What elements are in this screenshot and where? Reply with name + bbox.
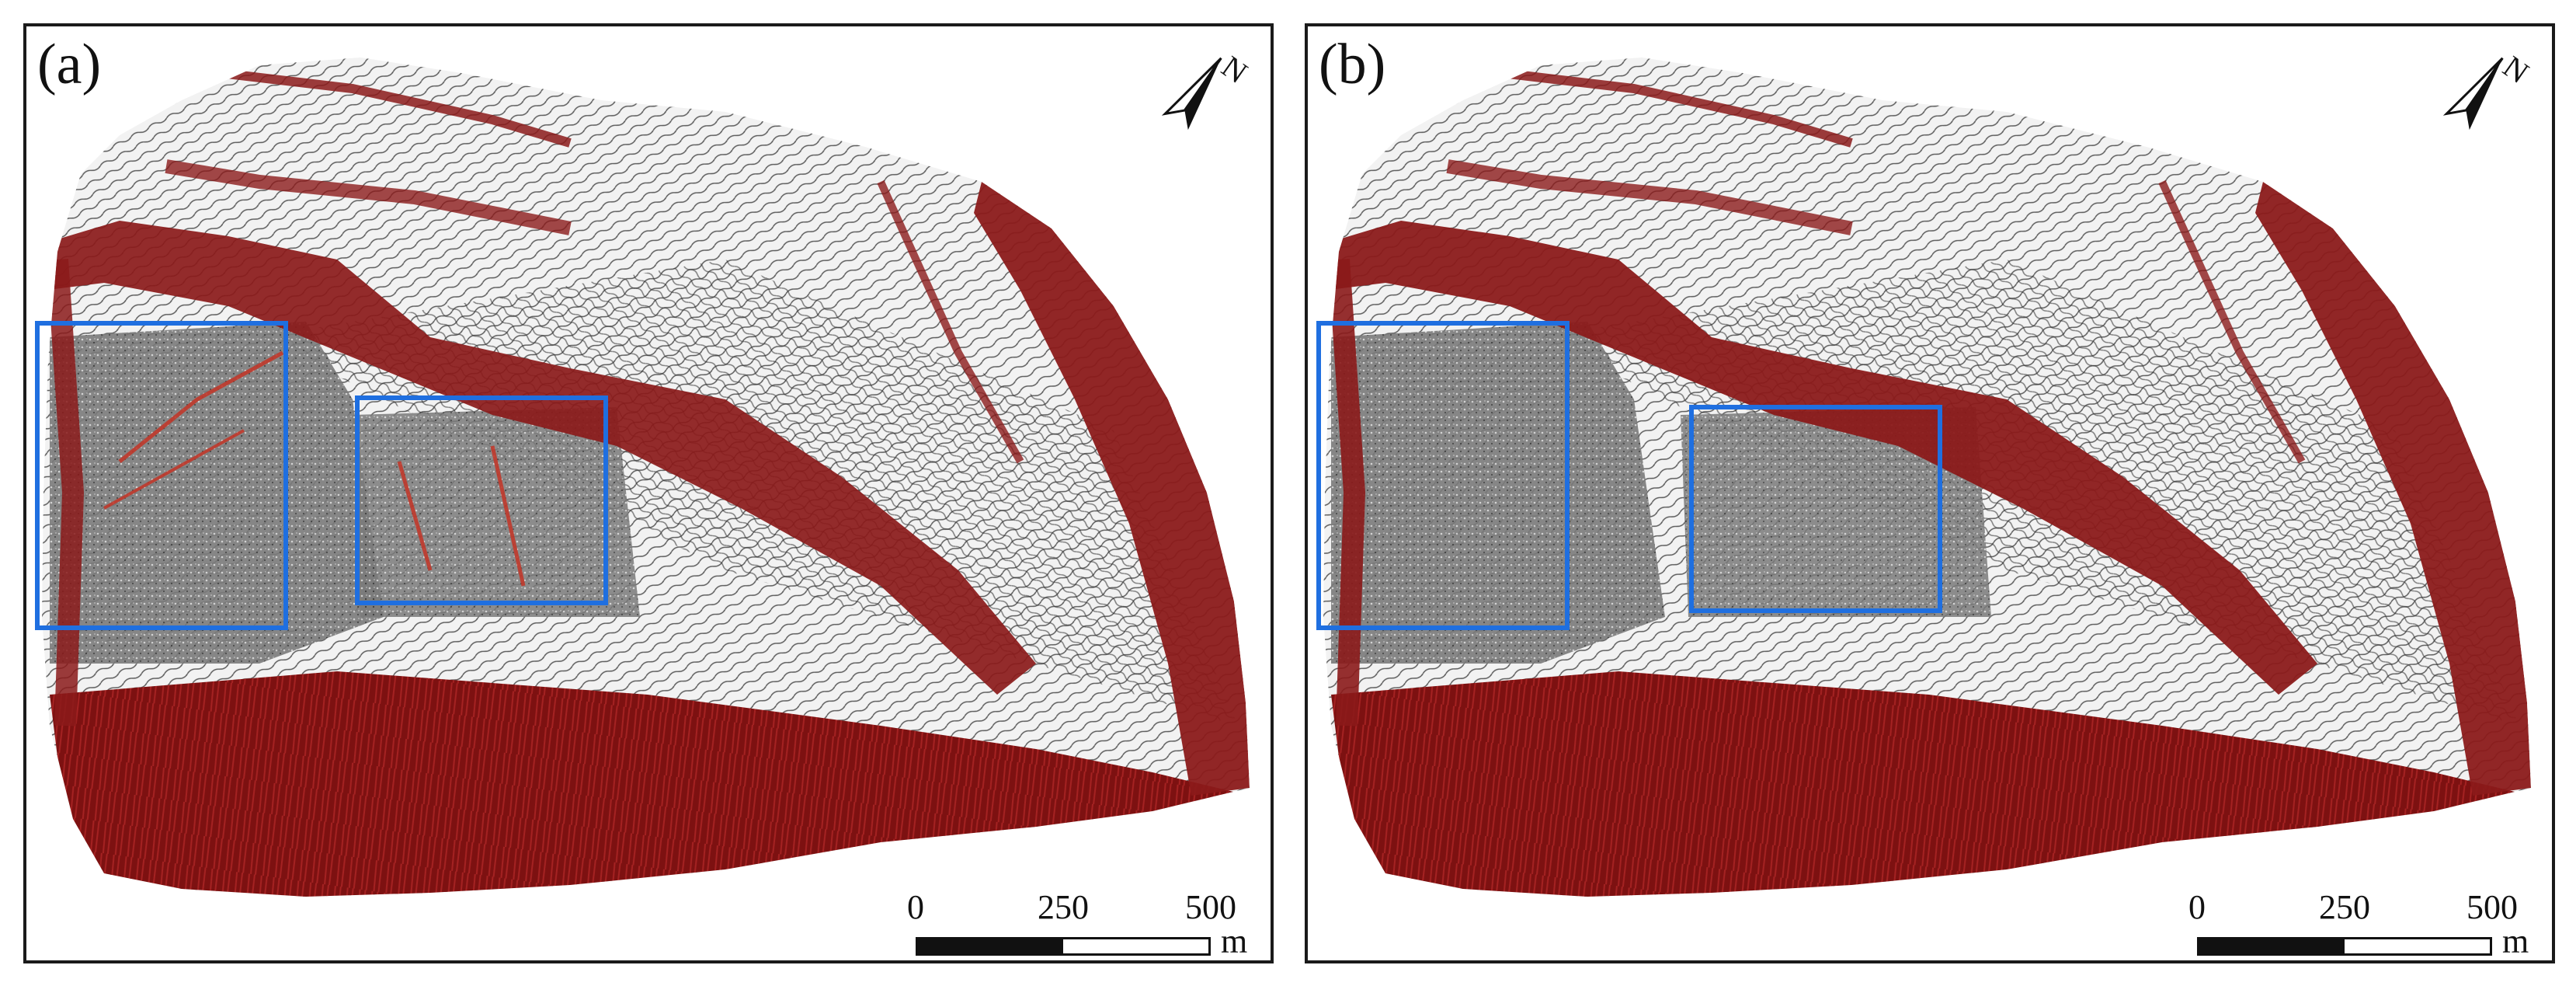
scale-tick-500-a: 500	[1185, 888, 1236, 926]
north-arrow-icon: N	[2442, 49, 2536, 131]
north-letter-a: N	[1215, 49, 1249, 90]
terrain-map-b	[1316, 57, 2531, 897]
north-arrow-b: N	[2421, 42, 2536, 155]
north-letter-b: N	[2497, 49, 2530, 90]
scale-bar-black-segment-a	[918, 939, 1063, 953]
scale-unit-b: m	[2502, 922, 2529, 960]
map-panel-b: (b) N 0 250 500 m	[1305, 23, 2555, 963]
scale-tick-250-b: 250	[2319, 888, 2370, 926]
scale-tick-0-a: 0	[907, 888, 924, 926]
scale-bar-a	[916, 937, 1211, 956]
highlight-box-left-b	[1316, 321, 1570, 630]
panel-label-a: (a)	[37, 33, 102, 96]
scale-tick-500-b: 500	[2466, 888, 2518, 926]
north-arrow-a: N	[1140, 42, 1254, 155]
scale-unit-a: m	[1221, 922, 1248, 960]
panel-label-b: (b)	[1319, 33, 1386, 96]
terrain-map-a	[35, 57, 1250, 897]
scale-tick-0-b: 0	[2188, 888, 2206, 926]
north-arrow-icon: N	[1161, 49, 1254, 131]
highlight-box-center-a	[355, 395, 608, 605]
scale-bar-b	[2197, 937, 2492, 956]
map-panel-a: (a) N 0 250 500 m	[23, 23, 1274, 963]
scale-tick-250-a: 250	[1038, 888, 1089, 926]
highlight-box-left-a	[35, 321, 288, 630]
highlight-box-center-b	[1689, 405, 1942, 613]
scale-bar-black-segment-b	[2199, 939, 2345, 953]
